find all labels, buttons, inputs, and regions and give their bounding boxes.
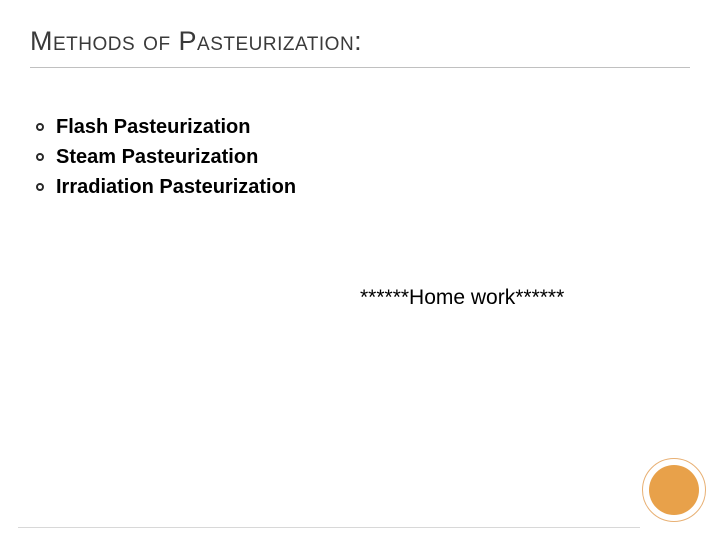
decorative-circle: [642, 458, 706, 522]
bullet-icon: [36, 183, 44, 191]
bottom-divider: [18, 527, 640, 528]
slide: Methods of Pasteurization: Flash Pasteur…: [0, 0, 720, 540]
bullet-text: Steam Pasteurization: [56, 144, 258, 170]
list-item: Flash Pasteurization: [36, 114, 690, 140]
bullet-icon: [36, 123, 44, 131]
homework-text: ******Home work******: [360, 286, 690, 310]
list-item: Steam Pasteurization: [36, 144, 690, 170]
bullet-list: Flash Pasteurization Steam Pasteurizatio…: [36, 114, 690, 200]
bullet-text: Flash Pasteurization: [56, 114, 251, 140]
circle-inner-fill: [649, 465, 699, 515]
bullet-icon: [36, 153, 44, 161]
list-item: Irradiation Pasteurization: [36, 174, 690, 200]
bullet-text: Irradiation Pasteurization: [56, 174, 296, 200]
slide-title: Methods of Pasteurization:: [30, 26, 690, 68]
